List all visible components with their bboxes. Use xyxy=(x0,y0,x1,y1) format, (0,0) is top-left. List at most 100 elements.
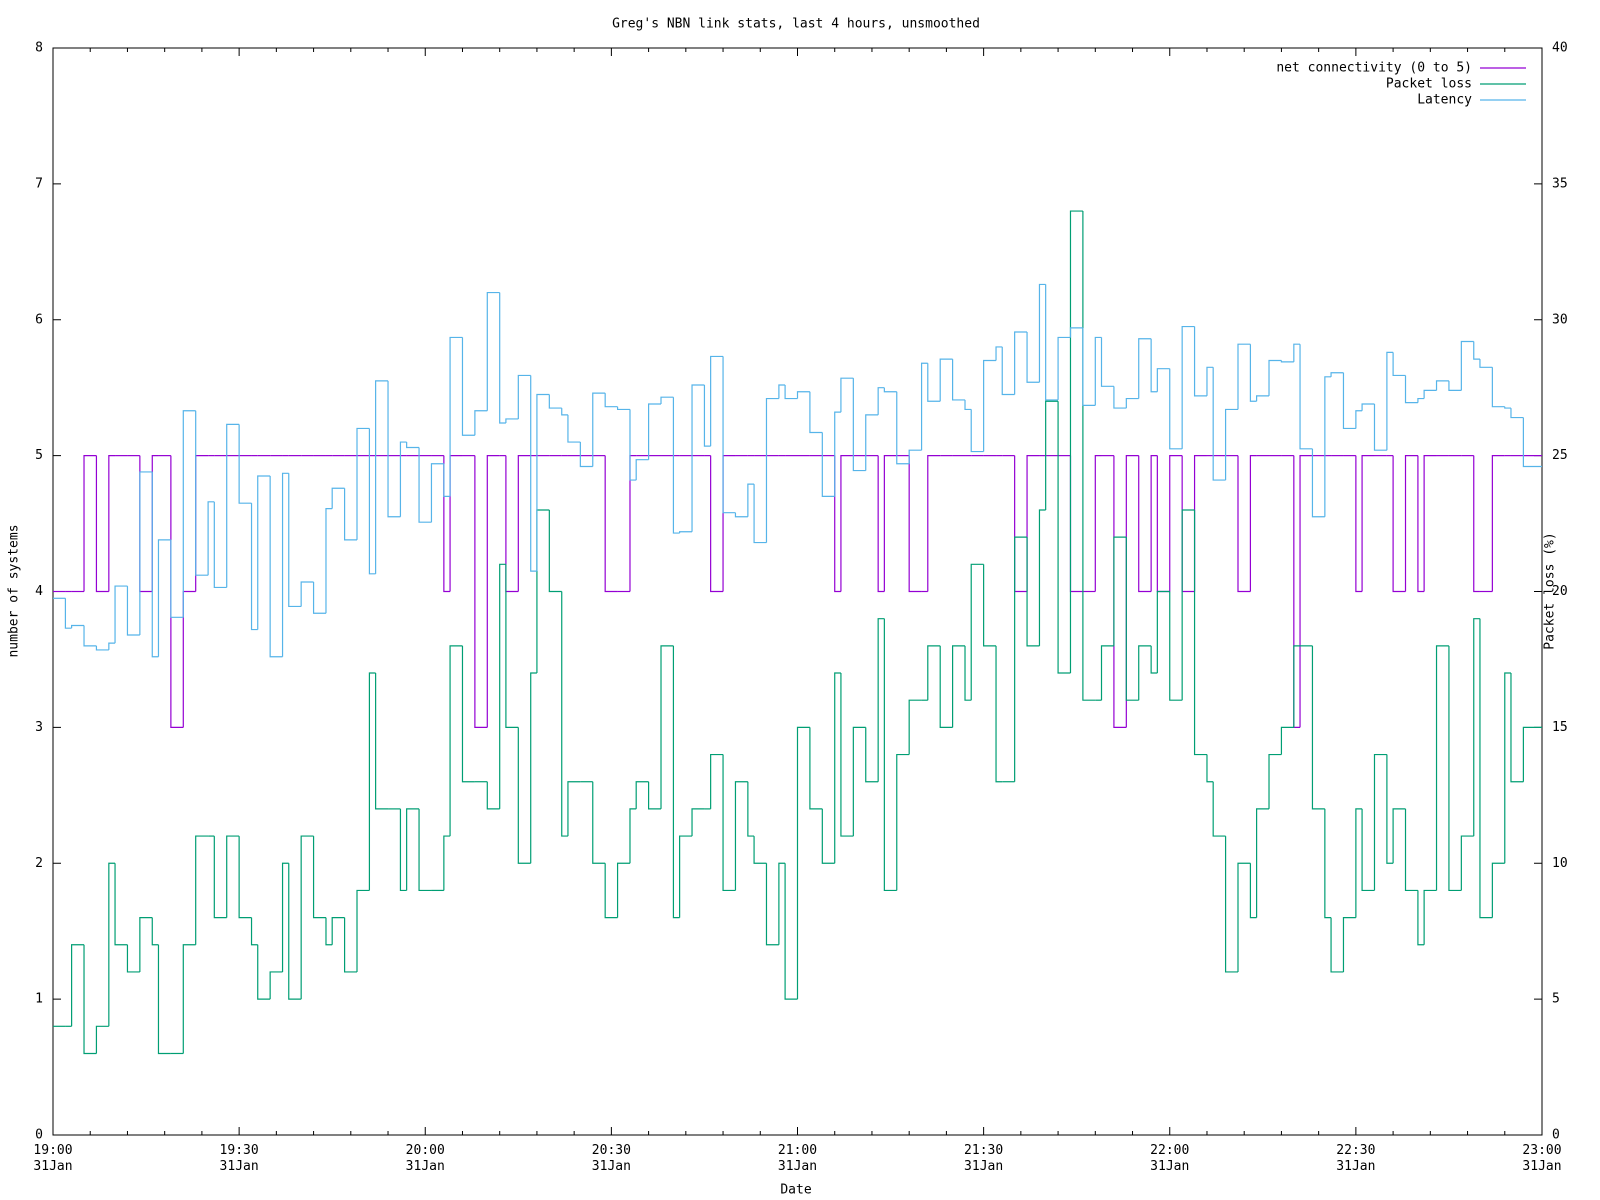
y2-tick-label: 0 xyxy=(1552,1128,1560,1143)
step xyxy=(312,581,326,614)
step xyxy=(1212,367,1226,481)
step xyxy=(1224,836,1238,973)
step xyxy=(1311,645,1325,810)
step xyxy=(108,862,116,1027)
y2-tick-label: 5 xyxy=(1552,992,1560,1007)
step xyxy=(1491,862,1505,918)
step xyxy=(1150,338,1158,393)
step xyxy=(778,862,786,945)
step xyxy=(257,944,271,1000)
step xyxy=(1156,455,1170,593)
step xyxy=(449,645,463,837)
step xyxy=(1473,455,1480,593)
step xyxy=(368,428,376,575)
step xyxy=(964,399,972,411)
y2-tick-label: 30 xyxy=(1552,312,1568,327)
step xyxy=(356,427,370,540)
step xyxy=(734,781,748,891)
step xyxy=(778,384,786,399)
step xyxy=(238,836,252,919)
step xyxy=(95,645,109,651)
step xyxy=(1479,618,1493,919)
step xyxy=(1392,808,1406,864)
step xyxy=(883,455,897,592)
step xyxy=(970,409,984,453)
step xyxy=(1392,352,1406,377)
step xyxy=(443,455,451,593)
y2-tick-label: 35 xyxy=(1552,176,1568,191)
step xyxy=(1386,351,1394,451)
step xyxy=(1094,455,1102,592)
step xyxy=(1460,835,1474,891)
step xyxy=(1330,917,1344,973)
step xyxy=(747,781,755,837)
step xyxy=(499,563,506,809)
step xyxy=(126,586,140,636)
step xyxy=(995,645,1003,783)
step xyxy=(486,291,500,411)
step xyxy=(1473,618,1480,837)
step xyxy=(71,944,85,1027)
step xyxy=(1038,509,1046,646)
step xyxy=(356,889,370,972)
step xyxy=(505,418,519,424)
step xyxy=(579,442,593,468)
step xyxy=(1522,726,1542,782)
y2-tick-label: 10 xyxy=(1552,856,1568,871)
legend-label: net connectivity (0 to 5) xyxy=(1276,61,1472,76)
step xyxy=(226,835,240,918)
step xyxy=(331,916,345,945)
step xyxy=(536,509,550,674)
x-tick-label: 21:30 31Jan xyxy=(964,1143,1004,1174)
step xyxy=(170,539,184,618)
step xyxy=(83,944,97,1055)
step xyxy=(1256,395,1270,402)
step xyxy=(927,363,941,402)
step xyxy=(486,455,500,728)
step xyxy=(809,391,823,434)
step xyxy=(1193,509,1207,756)
step xyxy=(530,375,537,572)
step xyxy=(1014,536,1028,782)
step xyxy=(114,585,128,644)
step xyxy=(250,503,258,631)
x-tick-label: 22:30 31Jan xyxy=(1336,1143,1376,1174)
step xyxy=(126,944,140,973)
step xyxy=(1150,455,1158,592)
step xyxy=(567,414,581,443)
step xyxy=(834,455,841,593)
step xyxy=(1268,753,1282,809)
step xyxy=(1280,726,1294,755)
step xyxy=(834,672,841,864)
step xyxy=(1522,417,1542,468)
step xyxy=(970,563,984,701)
step xyxy=(629,409,637,481)
y-tick-label: 2 xyxy=(35,856,43,871)
step xyxy=(747,483,755,517)
step xyxy=(1473,341,1480,360)
step xyxy=(182,410,196,618)
step xyxy=(151,455,159,592)
step xyxy=(325,917,333,946)
step xyxy=(1026,455,1040,592)
step xyxy=(604,863,618,919)
step xyxy=(1448,380,1462,392)
step xyxy=(151,471,159,658)
step xyxy=(195,835,209,945)
step xyxy=(821,808,835,864)
step xyxy=(1038,283,1046,383)
step xyxy=(672,645,680,919)
step xyxy=(865,414,879,471)
step xyxy=(1249,344,1257,402)
step xyxy=(1299,344,1313,450)
step xyxy=(896,391,910,465)
step xyxy=(157,539,171,657)
step xyxy=(1169,591,1183,701)
step xyxy=(1237,343,1251,410)
step xyxy=(1361,403,1375,411)
step xyxy=(139,916,153,972)
step xyxy=(840,455,854,592)
step xyxy=(114,863,128,946)
step xyxy=(952,645,966,728)
